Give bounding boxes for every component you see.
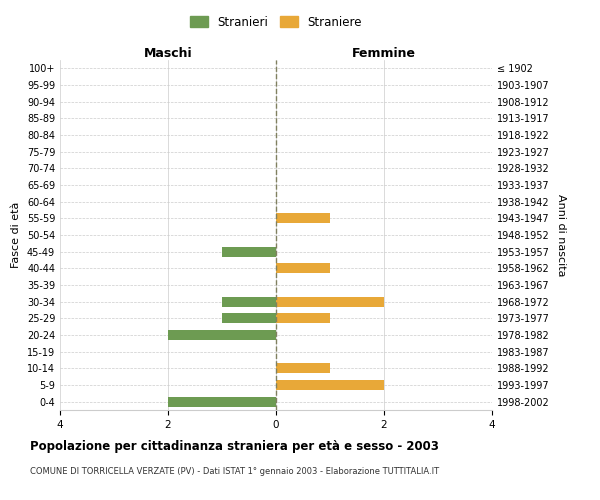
Bar bbox=[276, 314, 330, 324]
Bar bbox=[222, 246, 276, 256]
Bar bbox=[222, 296, 276, 306]
Text: Maschi: Maschi bbox=[143, 47, 193, 60]
Bar bbox=[276, 264, 330, 274]
Bar bbox=[222, 314, 276, 324]
Text: COMUNE DI TORRICELLA VERZATE (PV) - Dati ISTAT 1° gennaio 2003 - Elaborazione TU: COMUNE DI TORRICELLA VERZATE (PV) - Dati… bbox=[30, 468, 439, 476]
Text: Popolazione per cittadinanza straniera per età e sesso - 2003: Popolazione per cittadinanza straniera p… bbox=[30, 440, 439, 453]
Legend: Stranieri, Straniere: Stranieri, Straniere bbox=[185, 11, 367, 34]
Y-axis label: Anni di nascita: Anni di nascita bbox=[556, 194, 566, 276]
Y-axis label: Fasce di età: Fasce di età bbox=[11, 202, 21, 268]
Bar bbox=[168, 330, 276, 340]
Bar bbox=[276, 214, 330, 224]
Bar bbox=[276, 364, 330, 374]
Bar bbox=[276, 380, 384, 390]
Bar bbox=[276, 296, 384, 306]
Text: Femmine: Femmine bbox=[352, 47, 416, 60]
Bar bbox=[168, 396, 276, 406]
